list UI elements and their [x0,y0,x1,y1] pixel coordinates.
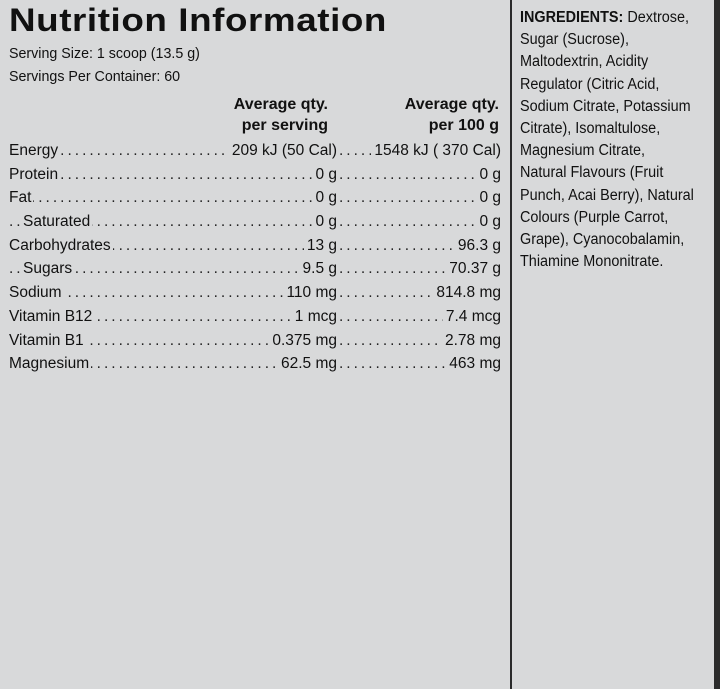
nutrient-name: Energy [9,139,61,162]
per-100g-value: 7.4 mcg [442,304,501,328]
table-row: ........................................… [9,186,501,210]
nutrient-name: Sodium [9,281,64,305]
column-divider [510,0,512,689]
nutrient-rows: ........................................… [9,139,501,376]
dot-leader: ........................................… [339,165,501,183]
per-100g-value: 96.3 g [454,233,501,257]
dot-leader: ........................................… [9,260,337,278]
per-serving-value: 0 g [312,162,337,186]
table-row: ........................................… [9,162,501,187]
nutrient-name: Vitamin B1 [9,328,86,352]
per-serving-value: 1 mcg [291,304,337,328]
dot-leader: ........................................… [339,213,501,231]
per-100g-value: 0 g [476,186,501,210]
table-row: ........................................… [9,233,501,258]
dot-leader: ........................................… [339,189,501,207]
dot-leader: ........................................… [9,165,337,183]
nutrient-name: Protein [9,162,61,186]
per-100g-value: 814.8 mg [433,281,501,305]
per-100g-value: 2.78 mg [441,328,501,352]
per-serving-value: 13 g [303,233,337,257]
per-serving-value: 209 kJ (50 Cal) [228,139,337,162]
column-header-per-100g-line1: Average qty. [404,96,499,113]
per-serving-value: 110 mg [283,281,337,305]
ingredients-block: INGREDIENTS: Dextrose, Sugar (Sucrose), … [520,7,695,273]
table-row: ........................................… [9,257,501,281]
per-100g-value: 1548 kJ ( 370 Cal) [371,139,501,162]
page-title: Nutrition Information [9,2,387,38]
dot-leader: ........................................… [9,189,337,207]
per-100g-value: 70.37 g [446,257,501,281]
table-row: ........................................… [9,352,501,376]
nutrient-name: Sugars [23,257,75,281]
dot-leader: ........................................… [9,331,337,349]
column-header-per-serving-line2: per serving [241,117,328,134]
ingredients-label: INGREDIENTS: [520,9,624,26]
serving-size: Serving Size: 1 scoop (13.5 g) [9,45,200,62]
dot-leader: ........................................… [9,284,337,302]
nutrient-name: Fat [9,186,34,210]
per-serving-value: 62.5 mg [277,352,337,376]
column-header-per-serving: Average qty. per serving [234,94,328,136]
nutrient-name: Magnesium [9,352,92,376]
table-row: ........................................… [9,210,501,234]
right-edge-border [714,0,720,689]
per-serving-value: 0 g [312,186,337,210]
per-serving-value: 0.375 mg [269,328,337,352]
per-serving-value: 0 g [312,210,337,234]
nutrient-name: Saturated [23,210,93,234]
table-row: ........................................… [9,139,501,163]
column-header-per-100g-line2: per 100 g [428,117,499,134]
nutrient-name: Vitamin B12 [9,304,95,328]
per-100g-value: 0 g [476,210,501,234]
table-row: ........................................… [9,304,501,329]
per-100g-value: 463 mg [446,352,501,376]
table-row: ........................................… [9,328,501,353]
column-header-per-100g: Average qty. per 100 g [405,94,499,136]
servings-per-container: Servings Per Container: 60 [9,68,181,85]
per-100g-value: 0 g [476,162,501,186]
ingredients-text: Dextrose, Sugar (Sucrose), Maltodextrin,… [520,9,694,271]
per-serving-value: 9.5 g [299,257,337,281]
column-header-per-serving-line1: Average qty. [233,96,328,113]
table-row: ........................................… [9,281,501,305]
nutrition-table-section: Nutrition Information Serving Size: 1 sc… [9,2,501,376]
nutrient-name: Carbohydrates [9,233,113,257]
